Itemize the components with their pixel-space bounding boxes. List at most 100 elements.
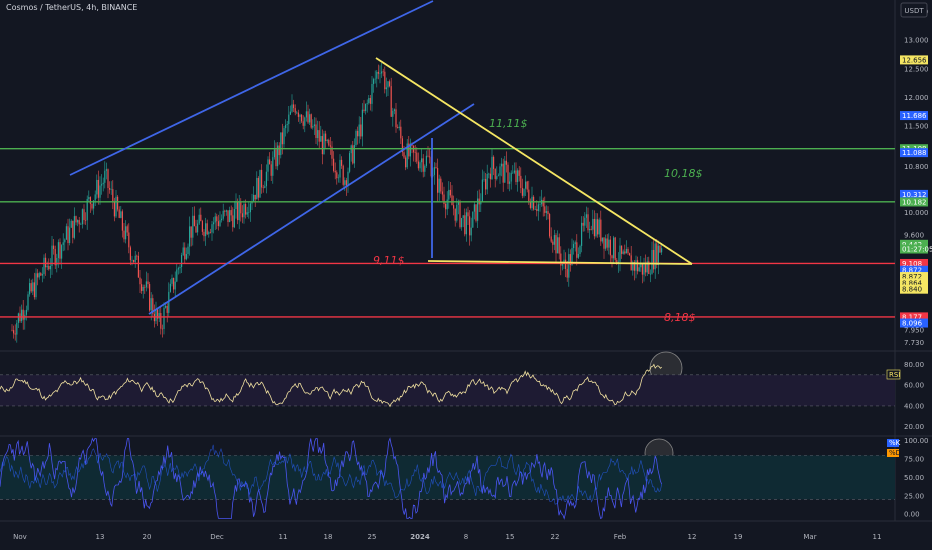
time-tick-label: Feb (614, 533, 627, 541)
candle-body (33, 282, 35, 298)
time-tick-label: 19 (734, 533, 743, 541)
candle-body (640, 263, 642, 268)
candle-body (273, 149, 275, 158)
candle-body (216, 216, 218, 222)
candle-body (475, 204, 477, 221)
candle-body (88, 197, 90, 199)
candle-body (453, 205, 455, 209)
candle-body (238, 202, 240, 221)
candle-body (584, 217, 586, 226)
candle-body (473, 204, 475, 212)
candle-body (307, 111, 309, 123)
candle-body (272, 157, 274, 176)
candle-body (502, 163, 504, 183)
time-tick-label: Nov (13, 533, 27, 541)
candle-body (553, 235, 555, 245)
candle-body (40, 273, 42, 276)
candle-body (633, 261, 635, 271)
time-tick-label: 11 (873, 533, 882, 541)
candle-body (281, 132, 283, 145)
candle-body (424, 165, 426, 172)
candle-body (337, 177, 339, 179)
candle-body (483, 179, 485, 180)
candle-body (344, 180, 346, 185)
candle-body (41, 274, 43, 276)
candle-body (11, 329, 13, 331)
time-tick-label: Mar (803, 533, 816, 541)
candle-body (269, 159, 271, 165)
price-tag (900, 265, 928, 275)
candle-body (389, 81, 391, 87)
candle-body (225, 210, 227, 212)
candle-body (619, 245, 621, 262)
candle-body (545, 211, 547, 213)
price-tag (900, 148, 928, 158)
time-tick-label: 22 (551, 533, 560, 541)
candle-body (368, 98, 370, 104)
currency-badge[interactable] (900, 2, 928, 18)
candle-body (158, 313, 160, 319)
candle-body (353, 145, 355, 164)
candle-body (336, 172, 338, 179)
candle-body (371, 83, 373, 104)
stoch-panel: %K %D (0, 437, 901, 520)
candle-body (53, 245, 55, 249)
horizontal-levels (0, 148, 895, 318)
stoch-d-legend-label: %D (889, 449, 901, 457)
candle-body (294, 108, 296, 113)
candle-body (563, 259, 565, 263)
candle-body (433, 167, 435, 175)
candle-body (481, 179, 483, 202)
candle-body (206, 223, 208, 235)
candle-body (400, 126, 402, 139)
candle-body (101, 184, 103, 186)
candle-body (560, 253, 562, 266)
candle-body (237, 201, 239, 221)
price-tag (900, 239, 928, 249)
stoch-tick-label: 0.00 (904, 511, 920, 519)
candle-body (211, 224, 213, 233)
candle-body (505, 160, 507, 165)
candle-body (214, 216, 216, 223)
candle-body (187, 246, 189, 255)
candle-body (518, 170, 520, 176)
candle-body (267, 159, 269, 172)
price-tag-label: 8.096 (902, 320, 923, 328)
candle-body (366, 103, 368, 104)
time-tick-label: 2024 (410, 533, 430, 541)
candle-body (499, 166, 501, 176)
candle-body (449, 189, 451, 196)
gridlines (0, 0, 932, 522)
time-tick-label: 13 (96, 533, 105, 541)
candle-body (622, 251, 624, 254)
candle-body (517, 170, 519, 183)
candle-body (160, 313, 162, 329)
candle-body (182, 247, 184, 256)
candle-body (78, 220, 80, 225)
stoch-d-line (0, 444, 662, 505)
price-axis[interactable]: 13.50013.00012.50012.00011.50010.80010.0… (900, 8, 932, 519)
candle-body (217, 221, 219, 227)
candle-body (317, 130, 319, 139)
candle-body (384, 71, 386, 90)
candle-body (197, 223, 199, 233)
candle-body (121, 211, 123, 231)
candle-body (328, 139, 330, 146)
candle-body (27, 294, 29, 310)
candle-body (606, 238, 608, 248)
candle-body (75, 216, 77, 223)
candle-body (169, 283, 171, 292)
candle-body (62, 242, 64, 246)
candle-body (70, 220, 72, 228)
candle-body (440, 178, 442, 192)
candle-body (285, 124, 287, 129)
time-tick-label: 12 (688, 533, 697, 541)
candle-body (419, 162, 421, 169)
candle-body (597, 219, 599, 235)
candle-body (147, 281, 149, 285)
time-axis[interactable]: Nov 13 20 Dec 11 18 25 2024 8 15 22 Feb 12 19 Mar 11 (13, 533, 881, 541)
candle-body (361, 109, 363, 137)
candle-body (129, 247, 131, 261)
candle-body (477, 198, 479, 221)
